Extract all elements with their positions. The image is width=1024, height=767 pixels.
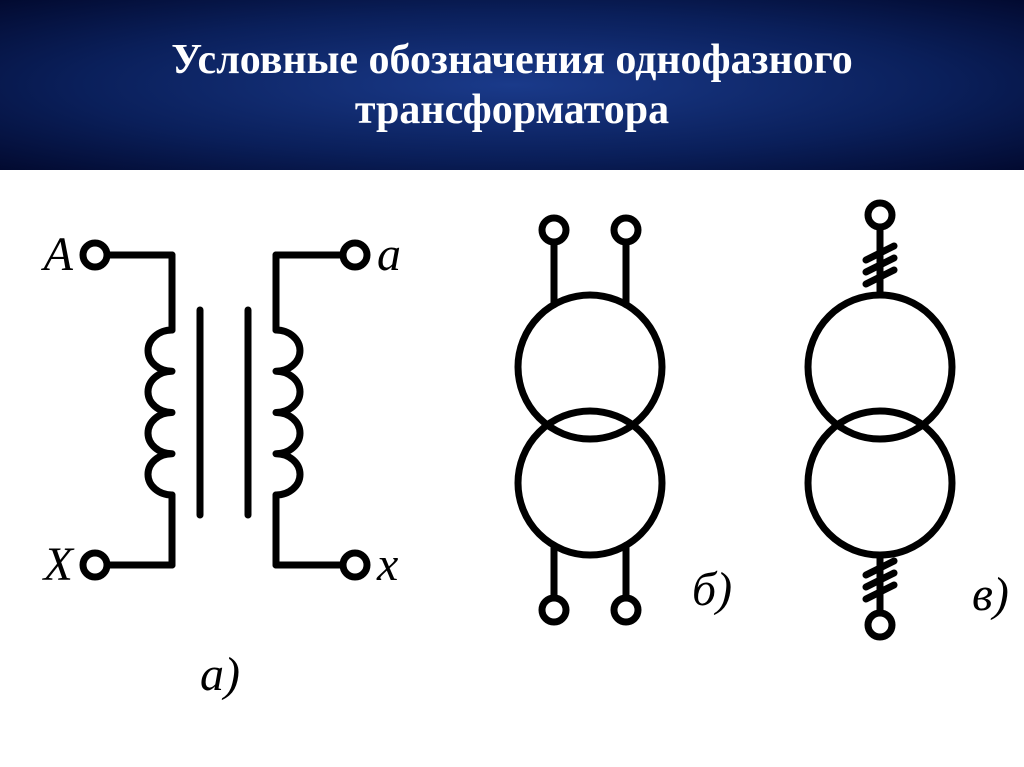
title-line-2: трансформатора	[355, 85, 669, 135]
svg-text:в): в)	[972, 568, 1009, 621]
svg-text:б): б)	[692, 563, 732, 616]
title-line-1: Условные обозначения однофазного	[171, 35, 852, 85]
svg-text:Х: Х	[42, 538, 75, 591]
transformer-symbols-svg: А Ха х а) б) в)	[0, 170, 1024, 767]
svg-text:х: х	[376, 538, 398, 591]
slide-header: Условные обозначения однофазного трансфо…	[0, 0, 1024, 170]
svg-text:а: а	[377, 228, 401, 281]
svg-text:а): а)	[200, 648, 240, 701]
svg-text:А: А	[41, 228, 74, 281]
diagram-area: А Ха х а) б) в)	[0, 170, 1024, 767]
